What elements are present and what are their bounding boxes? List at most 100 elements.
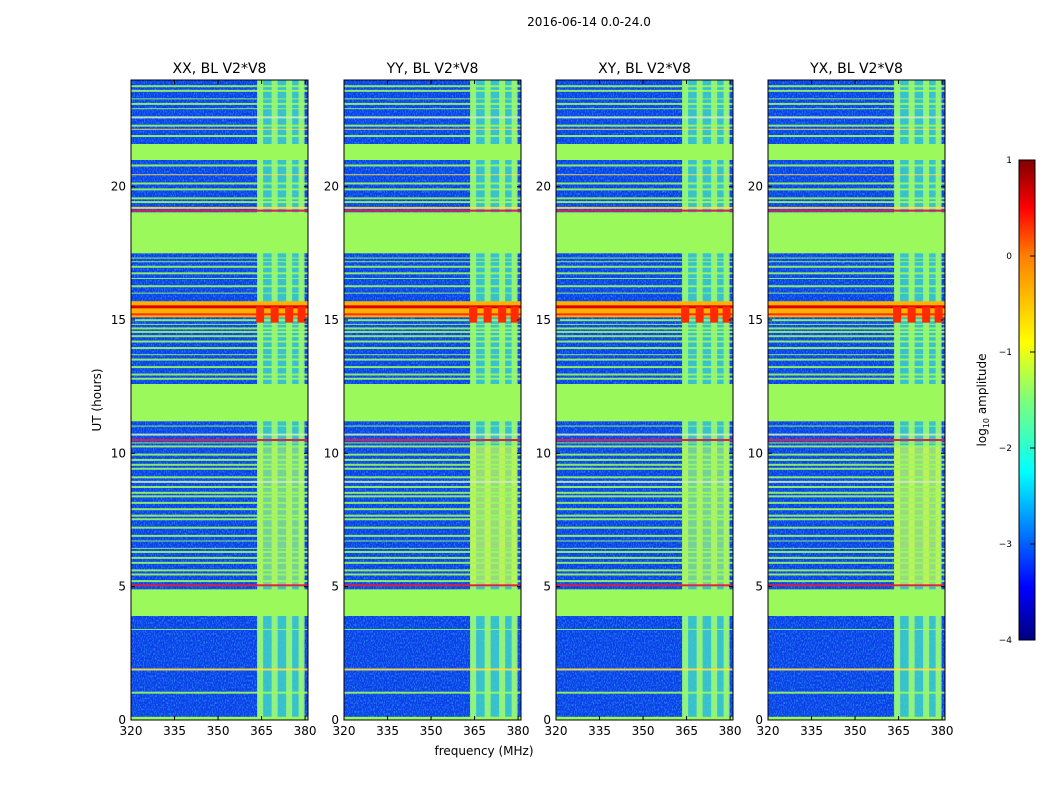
- time-stripe: [344, 501, 521, 504]
- time-stripe: [556, 425, 733, 427]
- time-stripe: [131, 463, 308, 466]
- panel-plot-area: [344, 80, 521, 720]
- time-stripe: [556, 327, 733, 330]
- time-stripe: [344, 366, 521, 369]
- time-stripe: [768, 265, 945, 268]
- time-stripe: [556, 354, 733, 356]
- colorbar-tick-label: 0: [1006, 252, 1012, 262]
- time-stripe: [344, 463, 521, 466]
- y-tick-label: 5: [543, 580, 551, 594]
- flagged-band-4: [131, 144, 308, 160]
- time-stripe: [556, 174, 733, 176]
- time-stripe: [556, 197, 733, 200]
- time-stripe: [131, 354, 308, 356]
- time-stripe: [344, 540, 521, 542]
- time-stripe: [768, 628, 945, 630]
- x-tick-label: 350: [844, 724, 867, 738]
- time-stripe: [131, 580, 308, 583]
- time-stripe: [768, 442, 945, 444]
- y-tick-label: 0: [755, 713, 763, 727]
- time-stripe: [556, 116, 733, 119]
- time-stripe: [131, 277, 308, 279]
- time-stripe: [131, 668, 308, 671]
- time-stripe: [131, 128, 308, 130]
- time-stripe: [556, 534, 733, 537]
- time-stripe: [344, 128, 521, 130]
- strong-rfi-channel: [469, 306, 478, 323]
- y-tick-label: 20: [748, 180, 763, 194]
- time-stripe: [131, 476, 308, 479]
- time-stripe: [556, 102, 733, 105]
- time-stripe: [344, 257, 521, 259]
- time-stripe: [131, 285, 308, 288]
- x-tick-label: 380: [719, 724, 742, 738]
- time-stripe: [768, 526, 945, 529]
- y-tick-label: 0: [118, 713, 126, 727]
- panel-frame: [343, 79, 522, 721]
- figure-title: 2016-06-14 0.0-24.0: [527, 15, 651, 29]
- y-tick-label: 10: [536, 446, 551, 460]
- time-stripe: [131, 445, 308, 448]
- time-stripe: [344, 85, 521, 88]
- time-stripe: [556, 206, 733, 209]
- time-stripe: [131, 164, 308, 167]
- time-stripe: [768, 573, 945, 576]
- rfi-marker-line: [556, 439, 733, 441]
- time-stripe: [344, 285, 521, 288]
- y-tick-label: 20: [324, 180, 339, 194]
- time-stripe: [556, 491, 733, 494]
- x-tick-label: 365: [675, 724, 698, 738]
- time-stripe: [556, 85, 733, 88]
- time-stripe: [131, 108, 308, 110]
- x-tick-label: 350: [207, 724, 230, 738]
- strong-rfi-channel: [922, 306, 931, 323]
- time-stripe: [131, 212, 308, 215]
- time-stripe: [344, 467, 521, 470]
- time-stripe: [131, 458, 308, 461]
- time-stripe: [344, 116, 521, 119]
- time-stripe: [131, 124, 308, 127]
- rfi-marker-line: [344, 584, 521, 587]
- time-stripe: [131, 480, 308, 483]
- time-stripe: [768, 366, 945, 369]
- time-stripe: [344, 212, 521, 215]
- time-stripe: [768, 561, 945, 564]
- time-stripe: [344, 340, 521, 343]
- time-stripe: [344, 495, 521, 498]
- time-stripe: [556, 272, 733, 275]
- rfi-marker-line: [556, 209, 733, 212]
- rfi-marker-line: [131, 209, 308, 212]
- time-stripe: [131, 292, 308, 294]
- time-stripe: [131, 491, 308, 494]
- strong-rfi-channel: [907, 306, 916, 323]
- strong-rfi-peak: [768, 313, 945, 316]
- time-stripe: [131, 319, 308, 322]
- time-stripe: [131, 691, 308, 694]
- flagged-edge: [556, 716, 733, 720]
- time-stripe: [556, 480, 733, 483]
- panel-plot-area: [131, 80, 308, 720]
- y-tick-label: 20: [111, 180, 126, 194]
- time-stripe: [344, 691, 521, 694]
- time-stripe: [131, 206, 308, 209]
- colorbar-gradient: [1018, 159, 1036, 641]
- time-stripe: [768, 164, 945, 167]
- time-stripe: [556, 442, 733, 444]
- time-stripe: [131, 85, 308, 88]
- flagged-band-2: [344, 384, 521, 422]
- time-stripe: [344, 561, 521, 564]
- time-stripe: [768, 330, 945, 333]
- time-stripe: [556, 580, 733, 583]
- time-stripe: [344, 628, 521, 630]
- strong-rfi-channel: [498, 306, 507, 323]
- colorbar-label: log10 amplitude: [975, 354, 991, 447]
- rfi-marker-line: [768, 439, 945, 441]
- time-stripe: [344, 135, 521, 138]
- time-stripe: [556, 668, 733, 671]
- x-tick-label: 335: [588, 724, 611, 738]
- time-stripe: [344, 327, 521, 330]
- panel-xy: XY, BL V2*V8 320 335 350 365 380 0 5 10 15 20: [536, 61, 742, 738]
- time-stripe: [556, 526, 733, 529]
- time-stripe: [131, 135, 308, 138]
- time-stripe: [344, 124, 521, 127]
